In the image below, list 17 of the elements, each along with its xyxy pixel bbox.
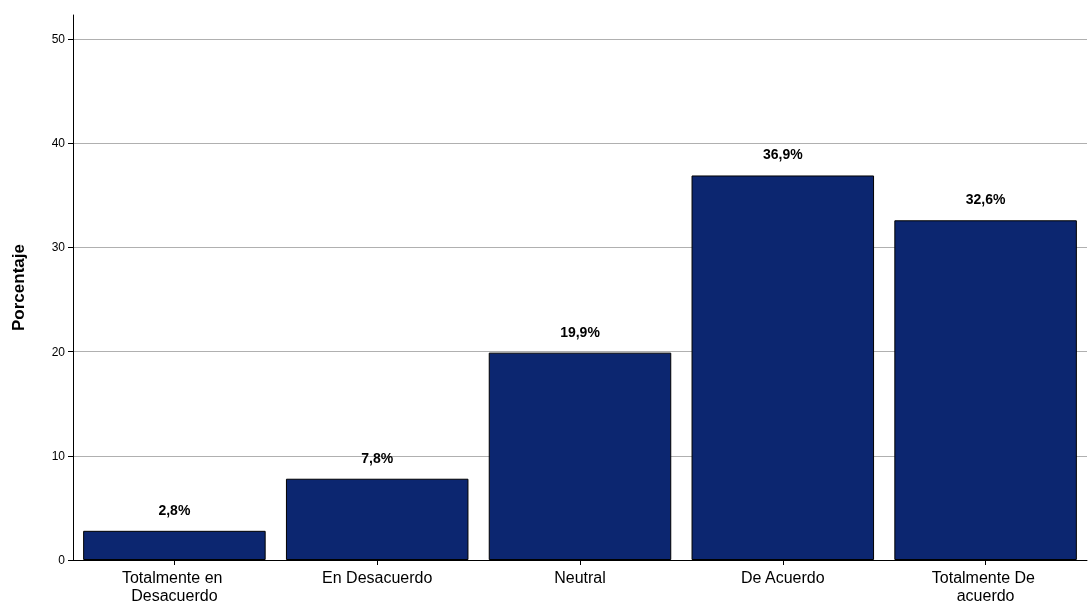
y-tick-label: 50 bbox=[51, 31, 66, 46]
x-tick-label: De Acuerdo bbox=[741, 568, 825, 586]
data-label: 7,8% bbox=[361, 449, 394, 466]
y-tick-label: 40 bbox=[51, 136, 66, 151]
x-tick-label: Neutral bbox=[554, 568, 606, 586]
data-label: 19,9% bbox=[560, 323, 601, 340]
y-tick-label: 20 bbox=[51, 344, 66, 359]
y-tick-label: 0 bbox=[58, 553, 66, 567]
data-label: 36,9% bbox=[762, 146, 804, 163]
x-tick-label: Totalmente De acuerdo bbox=[931, 568, 1040, 604]
y-tick-label: 30 bbox=[51, 240, 66, 255]
y-axis-title: Porcentaje bbox=[9, 244, 28, 331]
data-label: 32,6% bbox=[965, 191, 1006, 208]
y-tick-label: 10 bbox=[51, 448, 66, 463]
x-tick-label: En Desacuerdo bbox=[322, 568, 433, 586]
x-tick-label: Totalmente en Desacuerdo bbox=[121, 568, 227, 604]
data-label: 2,8% bbox=[158, 501, 191, 518]
